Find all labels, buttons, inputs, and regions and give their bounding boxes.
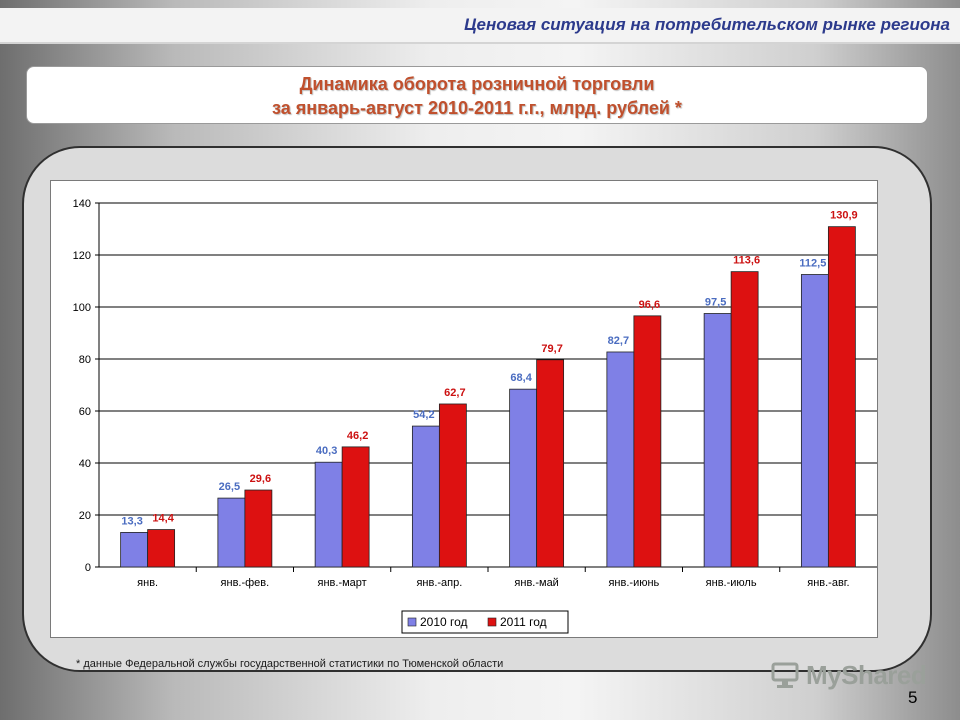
data-label: 29,6 [250, 473, 271, 485]
bar-2010 [120, 532, 149, 568]
bar-2010 [703, 313, 732, 568]
bar-2011 [536, 359, 565, 568]
data-label: 14,4 [152, 513, 174, 525]
bar-2011 [341, 446, 370, 568]
data-label: 79,7 [541, 343, 562, 355]
bar-2010 [800, 274, 829, 568]
y-tick-label: 100 [73, 302, 91, 314]
footnote: * данные Федеральной службы государствен… [76, 658, 504, 670]
legend-box [401, 610, 569, 634]
bar-2010 [314, 461, 343, 568]
data-label: 13,3 [121, 515, 142, 527]
monitor-icon [771, 662, 799, 688]
bar-2010 [217, 497, 246, 568]
bar-2011 [438, 403, 467, 568]
page-number: 5 [908, 688, 918, 707]
watermark-text: MyShared [806, 660, 927, 690]
data-label: 68,4 [510, 372, 532, 384]
data-label: 130,9 [830, 210, 858, 222]
bar-2011 [244, 489, 273, 568]
x-tick-label: янв.-фев. [221, 577, 270, 589]
data-label: 112,5 [799, 258, 826, 270]
bar-2010 [411, 425, 440, 568]
x-tick-label: янв.-март [318, 577, 367, 589]
data-label: 62,7 [444, 387, 465, 399]
x-tick-label: янв.-апр. [416, 577, 462, 589]
y-tick-label: 0 [85, 562, 91, 574]
chart-title-line-1: Динамика оборота розничной торговли [299, 74, 655, 94]
data-label: 96,6 [639, 299, 660, 311]
x-tick-label: янв.-июль [706, 577, 757, 589]
data-label: 46,2 [347, 430, 368, 442]
legend-swatch [407, 617, 417, 627]
data-label: 113,6 [733, 255, 760, 267]
chart-title-line-2: за январь-август 2010-2011 г.г., млрд. р… [272, 98, 682, 118]
data-label: 97,5 [705, 297, 726, 309]
bar-chart: 0 20 40 60 80 100 120 140 13,3 14,4 янв. 26,5 29,6 ян… [73, 198, 877, 634]
data-label: 82,7 [608, 335, 629, 347]
bar-2010 [606, 351, 635, 568]
bar-2011 [827, 226, 856, 568]
watermark: MyShared [770, 660, 930, 690]
x-tick-label: янв.-май [514, 577, 558, 589]
header-bar: Ценовая ситуация на потребительском рынк… [0, 8, 960, 44]
chart-title-box: Динамика оборота розничной торговли за я… [26, 66, 928, 124]
y-tick-label: 60 [79, 406, 91, 418]
y-tick-label: 40 [79, 458, 91, 470]
bar-2011 [730, 271, 759, 568]
header-title: Ценовая ситуация на потребительском рынк… [464, 15, 950, 34]
bar-2010 [509, 388, 538, 568]
legend-label: 2010 год [420, 615, 468, 629]
data-label: 40,3 [316, 445, 337, 457]
x-tick-label: янв.-июнь [608, 577, 659, 589]
x-tick-label: янв. [137, 577, 158, 589]
bar-2011 [147, 529, 176, 568]
legend-swatch [487, 617, 497, 627]
bar-2011 [633, 315, 662, 568]
legend-label: 2011 год [500, 615, 547, 629]
data-label: 26,5 [219, 481, 240, 493]
y-tick-label: 20 [79, 510, 91, 522]
y-tick-label: 80 [79, 354, 91, 366]
y-tick-label: 120 [73, 250, 91, 262]
y-tick-label: 140 [73, 198, 91, 210]
chart-area: 0 20 40 60 80 100 120 140 13,3 14,4 янв. 26,5 29,6 ян… [50, 180, 878, 638]
data-label: 54,2 [413, 409, 434, 421]
x-tick-label: янв.-авг. [807, 577, 849, 589]
